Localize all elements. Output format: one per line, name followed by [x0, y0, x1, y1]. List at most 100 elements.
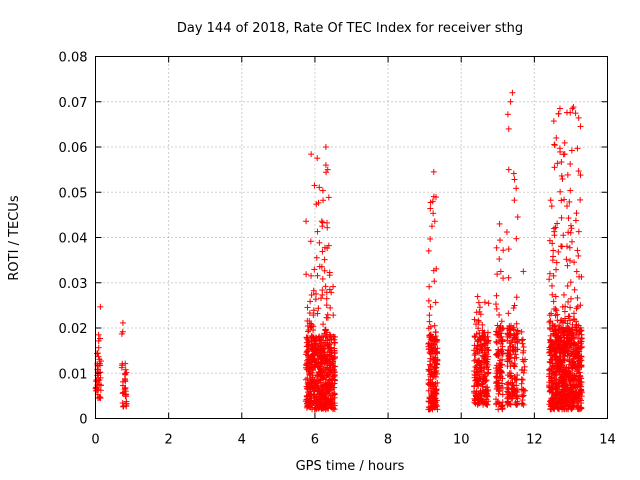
data-point: [319, 382, 326, 389]
data-point: [546, 319, 553, 326]
data-point: [323, 302, 330, 309]
data-point: [519, 366, 526, 373]
data-point: [322, 403, 329, 410]
data-point: [498, 326, 505, 333]
data-point: [310, 346, 317, 353]
data-point: [474, 366, 481, 373]
data-point: [549, 291, 556, 298]
data-point: [499, 336, 506, 343]
data-point: [326, 286, 333, 293]
data-point: [328, 289, 335, 296]
data-point: [426, 361, 433, 368]
data-point: [320, 197, 327, 204]
y-axis-label: ROTI / TECUs: [7, 195, 22, 280]
data-point: [497, 374, 504, 381]
data-point: [496, 311, 503, 318]
data-point: [303, 343, 310, 350]
data-point: [575, 228, 582, 235]
data-point: [307, 353, 314, 360]
data-point: [311, 391, 318, 398]
data-point: [309, 406, 316, 413]
data-point: [496, 400, 503, 407]
data-point: [514, 346, 521, 353]
data-point: [328, 376, 335, 383]
data-point: [473, 331, 480, 338]
data-point: [479, 327, 486, 334]
data-point: [510, 344, 517, 351]
data-point: [506, 392, 513, 399]
data-point: [499, 380, 506, 387]
data-point: [303, 218, 310, 225]
data-point: [321, 267, 328, 274]
data-point: [493, 338, 500, 345]
data-point: [304, 304, 311, 311]
data-point: [497, 237, 504, 244]
data-point: [324, 311, 331, 318]
data-point: [425, 340, 432, 347]
data-point: [514, 338, 521, 345]
data-point: [321, 256, 328, 263]
data-point: [511, 176, 518, 183]
data-point: [505, 310, 512, 317]
data-point: [316, 184, 323, 191]
data-point: [319, 187, 326, 194]
data-point: [306, 310, 313, 317]
data-point: [331, 402, 338, 409]
data-point: [505, 385, 512, 392]
data-point: [471, 347, 478, 354]
data-point: [555, 248, 562, 255]
data-point: [474, 293, 481, 300]
data-point: [308, 366, 315, 373]
data-point: [324, 385, 331, 392]
data-point: [495, 377, 502, 384]
data-point: [311, 266, 318, 273]
data-point: [321, 357, 328, 364]
data-point: [479, 321, 486, 328]
data-point: [492, 301, 499, 308]
data-point: [309, 333, 316, 340]
data-point: [476, 304, 483, 311]
data-point: [472, 334, 479, 341]
data-point: [499, 391, 506, 398]
data-point: [312, 364, 319, 371]
data-point: [312, 384, 319, 391]
data-point: [429, 334, 436, 341]
data-point: [484, 338, 491, 345]
data-point: [319, 346, 326, 353]
data-point: [508, 370, 515, 377]
data-point: [519, 391, 526, 398]
data-point: [97, 303, 104, 310]
data-point: [314, 310, 321, 317]
data-point: [565, 298, 572, 305]
data-point: [308, 291, 315, 298]
data-point: [519, 400, 526, 407]
data-point: [574, 145, 581, 152]
data-points: [92, 89, 585, 413]
data-point: [427, 399, 434, 406]
data-point: [493, 401, 500, 408]
data-point: [494, 329, 501, 336]
data-point: [504, 380, 511, 387]
data-point: [566, 198, 573, 205]
data-point: [503, 229, 510, 236]
data-point: [475, 319, 482, 326]
data-point: [520, 349, 527, 356]
x-axis-label: GPS time / hours: [296, 459, 405, 474]
data-point: [514, 327, 521, 334]
x-tick-label: 0: [91, 433, 99, 448]
data-point: [331, 339, 338, 346]
data-point: [432, 395, 439, 402]
data-point: [97, 335, 104, 342]
data-point: [433, 348, 440, 355]
data-point: [326, 402, 333, 409]
data-point: [95, 331, 102, 338]
data-point: [481, 342, 488, 349]
data-point: [330, 283, 337, 290]
data-point: [311, 337, 318, 344]
data-point: [471, 352, 478, 359]
data-point: [304, 403, 311, 410]
data-point: [329, 375, 336, 382]
x-tick-label: 14: [599, 433, 616, 448]
data-point: [426, 332, 433, 339]
data-point: [431, 218, 438, 225]
